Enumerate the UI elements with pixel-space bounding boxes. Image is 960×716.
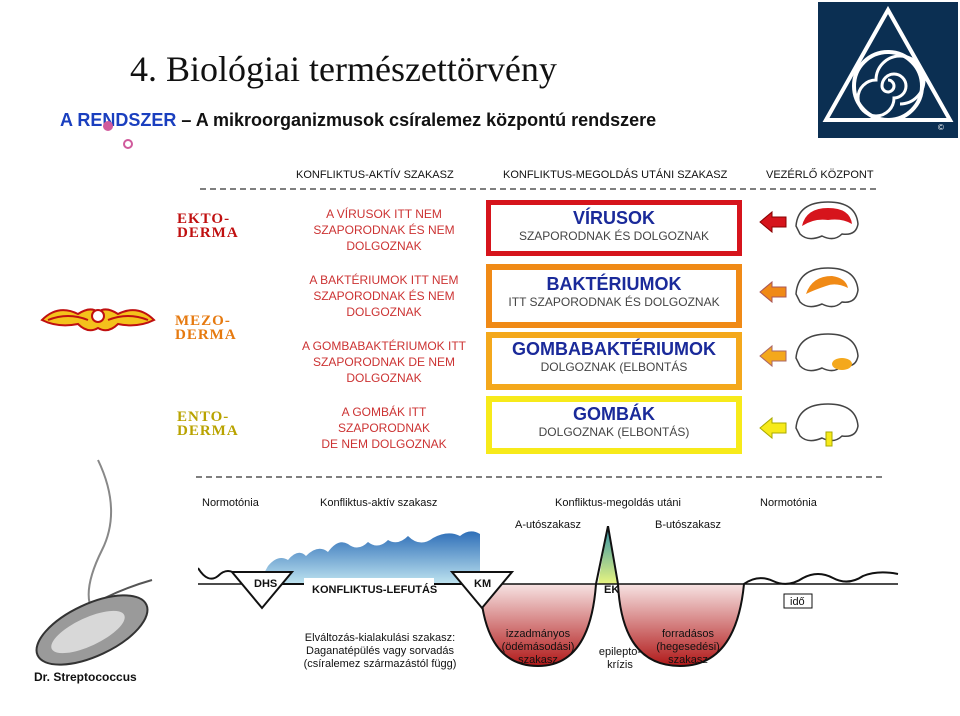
- germ-label-mezo-1: MEZO-: [175, 313, 231, 329]
- brain-icon-cerebellum: [795, 333, 859, 372]
- description-line: (hegesedési): [656, 641, 720, 653]
- label-konf: KONFLIKTUS-LEFUTÁS: [312, 584, 438, 596]
- active-text-line: SZAPORODNAK ÉS NEM: [313, 223, 455, 237]
- active-text-line: SZAPORODNAK DE NEM: [312, 355, 456, 369]
- germ-label-ento-2: DERMA: [177, 423, 239, 439]
- germ-label-ekto: EKTO- DERMA: [177, 211, 239, 241]
- active-text-line: DOLGOZNAK: [346, 305, 422, 319]
- description-line: (csíralemez származástól függ): [303, 658, 457, 670]
- spiral-triangle-logo: ©: [822, 5, 954, 132]
- active-text-line: A GOMBABAKTÉRIUMOK ITT: [301, 339, 467, 353]
- active-text-line: DE NEM DOLGOZNAK: [321, 437, 447, 451]
- dhs-marker: [229, 571, 295, 610]
- description-line: forradásos: [662, 628, 714, 640]
- resolved-box-title: BAKTÉRIUMOK: [546, 274, 682, 294]
- healing-pit-b: [618, 584, 744, 666]
- label-dhs: DHS: [254, 578, 278, 590]
- brain-icon-cortex: [795, 201, 859, 240]
- phase-norm-right: Normotónia: [760, 497, 817, 509]
- decor-dot: [103, 121, 113, 131]
- active-text-mycobacteria: A GOMBABAKTÉRIUMOK ITT SZAPORODNAK DE NE…: [274, 338, 494, 386]
- description-line: Elváltozás-kialakulási szakasz:: [304, 632, 456, 644]
- brain-icon-brainstem: [795, 403, 859, 447]
- phase-active: Konfliktus-aktív szakasz: [320, 497, 438, 509]
- active-text-line: DOLGOZNAK: [346, 371, 422, 385]
- description-line: (ödémásodási): [501, 641, 575, 653]
- description-line: szakasz: [518, 654, 558, 666]
- description-line: szakasz: [668, 654, 708, 666]
- arrow-icon: [759, 344, 787, 368]
- decor-ring: [123, 139, 133, 149]
- brain-icon-medulla: [795, 267, 859, 308]
- resolved-box-text: DOLGOZNAK (ELBONTÁS): [538, 425, 690, 439]
- phase-a: A-utószakasz: [515, 519, 582, 531]
- germ-label-ekto-2: DERMA: [177, 225, 239, 241]
- germ-label-ekto-1: EKTO-: [177, 211, 231, 227]
- resolved-box-fungi: GOMBÁK DOLGOZNAK (ELBONTÁS): [486, 396, 742, 454]
- arrow-icon: [759, 280, 787, 304]
- column-header-resolved: KONFLIKTUS-MEGOLDÁS UTÁNI SZAKASZ: [503, 169, 728, 181]
- ido-label-box: [783, 593, 813, 609]
- resolved-box-viruses: VÍRUSOK SZAPORODNAK ÉS DOLGOZNAK: [486, 200, 742, 256]
- header-divider: [200, 188, 880, 190]
- column-header-active: KONFLIKTUS-AKTÍV SZAKASZ: [296, 169, 454, 181]
- bacterium-image: [35, 459, 153, 666]
- page-subtitle: A RENDSZER – A mikroorganizmusok csírale…: [60, 110, 656, 131]
- embryo-cross-section-image: [40, 308, 156, 332]
- page-title: 4. Biológiai természettörvény: [130, 49, 557, 89]
- control-center-brains: [759, 201, 859, 447]
- resolved-box-text: ITT SZAPORODNAK ÉS DOLGOZNAK: [508, 295, 720, 309]
- description-left: Elváltozás-kialakulási szakasz: Daganaté…: [290, 632, 470, 671]
- description-line: izzadmányos: [505, 628, 571, 640]
- phase-resolved: Konfliktus-megoldás utáni: [555, 497, 681, 509]
- caption-streptococcus: Dr. Streptococcus: [34, 670, 137, 684]
- healing-pit-a: [480, 584, 596, 666]
- resolved-box-text: DOLGOZNAK (ELBONTÁS: [540, 360, 688, 374]
- logo: ©: [818, 2, 958, 138]
- resolved-box-title: VÍRUSOK: [572, 208, 655, 228]
- subtitle-highlight: A RENDSZER: [60, 110, 177, 130]
- konf-label-box: [304, 578, 434, 598]
- active-text-line: DOLGOZNAK: [346, 239, 422, 253]
- description-a-pit: izzadmányos (ödémásodási) szakasz: [496, 628, 580, 667]
- description-line: epilepto-: [598, 646, 642, 658]
- arrow-icon: [759, 210, 787, 234]
- biphasic-curve-diagram: [198, 526, 899, 668]
- decorative-circles: [103, 121, 133, 149]
- active-text-viruses: A VÍRUSOK ITT NEM SZAPORODNAK ÉS NEM DOL…: [284, 206, 484, 254]
- resolved-box-title: GOMBABAKTÉRIUMOK: [512, 339, 716, 359]
- resolved-box-title: GOMBÁK: [573, 404, 655, 424]
- active-text-line: A VÍRUSOK ITT NEM: [326, 207, 442, 221]
- description-epi: epilepto- krízis: [590, 646, 650, 672]
- active-text-line: A BAKTÉRIUMOK ITT NEM: [309, 273, 459, 287]
- resolved-box-mycobacteria: GOMBABAKTÉRIUMOK DOLGOZNAK (ELBONTÁS: [486, 332, 742, 390]
- phase-b: B-utószakasz: [655, 519, 722, 531]
- column-header-control: VEZÉRLŐ KÖZPONT: [766, 169, 874, 181]
- active-phase-area: [258, 531, 480, 584]
- km-marker: [449, 571, 515, 610]
- resolved-box-bacteria: BAKTÉRIUMOK ITT SZAPORODNAK ÉS DOLGOZNAK: [486, 264, 742, 328]
- resolved-box-text: SZAPORODNAK ÉS DOLGOZNAK: [518, 229, 710, 243]
- arrow-icon: [759, 416, 787, 440]
- phase-norm-left: Normotónia: [202, 497, 259, 509]
- active-text-fungi: A GOMBÁK ITT SZAPORODNAK DE NEM DOLGOZNA…: [284, 404, 484, 452]
- description-line: Daganatépülés vagy sorvadás: [306, 645, 454, 657]
- label-ek: EK: [604, 584, 620, 596]
- svg-text:©: ©: [938, 123, 944, 132]
- germ-label-ento: ENTO- DERMA: [177, 409, 239, 439]
- germ-label-ento-1: ENTO-: [177, 409, 230, 425]
- active-text-line: SZAPORODNAK ÉS NEM: [313, 289, 455, 303]
- germ-label-mezo-2: DERMA: [175, 327, 237, 343]
- description-line: krízis: [607, 659, 633, 671]
- epileptic-crisis-spike: [598, 526, 618, 584]
- subtitle-text: – A mikroorganizmusok csíralemez központ…: [176, 110, 657, 130]
- section-divider: [196, 476, 886, 478]
- label-km: KM: [474, 578, 492, 590]
- description-b-pit: forradásos (hegesedési) szakasz: [648, 628, 728, 667]
- active-text-bacteria: A BAKTÉRIUMOK ITT NEM SZAPORODNAK ÉS NEM…: [274, 272, 494, 320]
- active-text-line: A GOMBÁK ITT: [341, 405, 427, 419]
- active-text-line: SZAPORODNAK: [337, 421, 430, 435]
- germ-label-mezo: MEZO- DERMA: [175, 313, 237, 343]
- label-ido: idő: [790, 596, 805, 608]
